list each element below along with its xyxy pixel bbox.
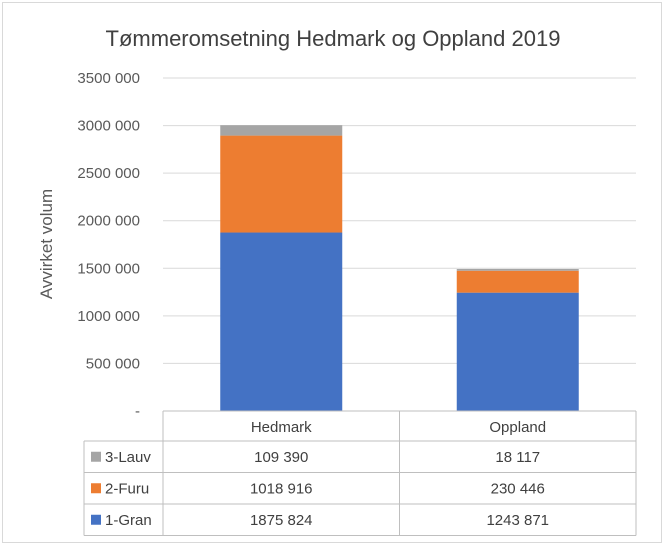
- y-tick-label: 1000 000: [77, 308, 140, 325]
- y-tick-label: 500 000: [86, 355, 140, 372]
- data-table-value: 1243 871: [486, 512, 549, 529]
- y-tick-label: 3500 000: [77, 70, 140, 87]
- y-axis-title: Avvirket volum: [37, 189, 56, 299]
- y-tick-label: 3000 000: [77, 118, 140, 135]
- y-tick-label: 1500 000: [77, 260, 140, 277]
- legend-swatch: [91, 514, 101, 525]
- bar-segment-1-gran: [456, 292, 579, 411]
- chart-title: Tømmeromsetning Hedmark og Oppland 2019: [106, 26, 561, 51]
- y-tick-label: 2500 000: [77, 165, 140, 182]
- legend-swatch: [91, 483, 101, 494]
- bar-segment-3-lauv: [456, 269, 579, 271]
- legend-label: 1-Gran: [105, 512, 152, 529]
- data-table-value: 109 390: [254, 449, 308, 466]
- data-table: Hedmark Oppland 3-Lauv 109 390 18 117 2-Furu 1…: [83, 410, 637, 536]
- legend-label: 3-Lauv: [105, 449, 151, 466]
- data-table-value: 230 446: [491, 480, 545, 497]
- bar-segment-3-lauv: [220, 125, 343, 136]
- legend-swatch: [91, 451, 101, 462]
- bar-segment-2-furu: [220, 135, 343, 233]
- y-tick-label: -: [135, 403, 140, 420]
- bar-segment-1-gran: [220, 232, 343, 411]
- bars: [220, 125, 579, 411]
- bar-segment-2-furu: [456, 270, 579, 293]
- legend-label: 2-Furu: [105, 480, 149, 497]
- data-table-value: 1875 824: [250, 512, 313, 529]
- x-category-label: Hedmark: [251, 419, 312, 436]
- data-table-value: 1018 916: [250, 480, 313, 497]
- y-tick-label: 2000 000: [77, 213, 140, 230]
- x-category-label: Oppland: [489, 419, 546, 436]
- data-table-value: 18 117: [495, 449, 540, 466]
